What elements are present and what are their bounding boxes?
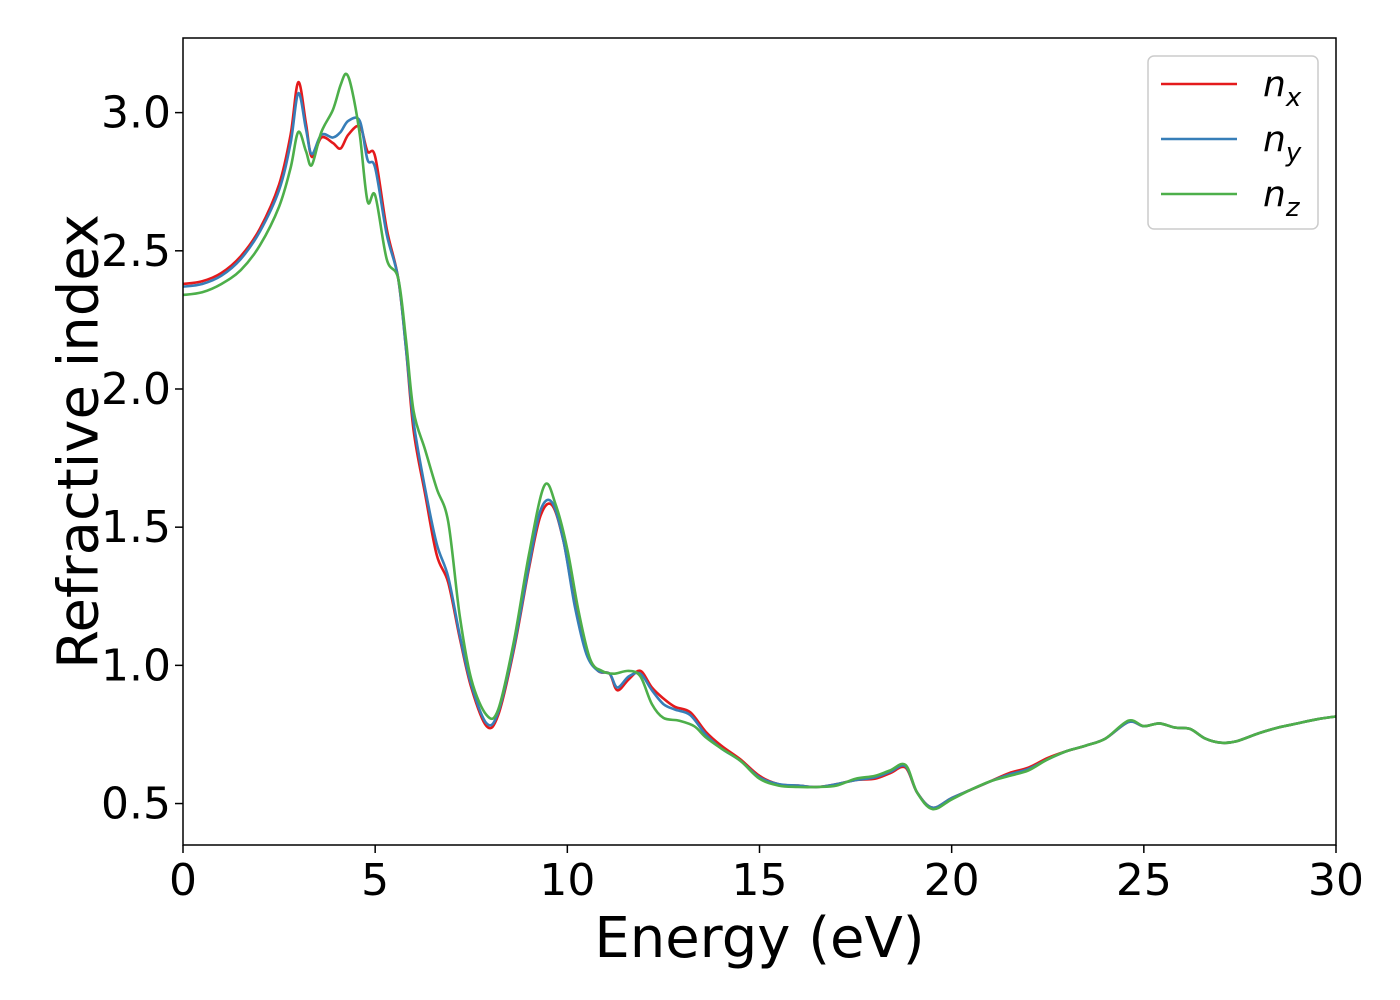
plot-lines xyxy=(182,72,1337,811)
legend-label-subscript: y xyxy=(1285,138,1302,168)
legend-label-x: nx xyxy=(1263,64,1302,113)
x-tick-label: 20 xyxy=(924,855,980,906)
y-axis-title: Refractive index xyxy=(47,214,112,669)
x-tick-label: 0 xyxy=(169,855,197,906)
legend-label-y: ny xyxy=(1263,119,1302,168)
legend-label-subscript: x xyxy=(1285,83,1302,113)
legend-box xyxy=(1147,55,1319,230)
x-tick-label: 25 xyxy=(1116,855,1172,906)
legend-label-main: n xyxy=(1263,64,1286,105)
x-tick-label: 15 xyxy=(732,855,788,906)
y-axis-ticks: 0.5 1.0 1.5 2.0 2.5 3.0 xyxy=(101,88,183,830)
y-tick-label: 2.0 xyxy=(101,364,171,415)
y-tick-label: 0.5 xyxy=(101,779,171,830)
legend-label-z: nz xyxy=(1263,174,1301,223)
x-tick-label: 30 xyxy=(1308,855,1364,906)
series-line-z xyxy=(182,72,1337,811)
x-axis-ticks: 0 5 10 15 20 25 30 xyxy=(169,845,1364,906)
x-tick-label: 10 xyxy=(539,855,595,906)
y-tick-label: 1.5 xyxy=(101,502,171,553)
y-tick-label: 1.0 xyxy=(101,640,171,691)
legend-label-subscript: z xyxy=(1285,193,1301,223)
x-tick-label: 5 xyxy=(361,855,389,906)
legend-label-main: n xyxy=(1263,119,1286,160)
x-axis-title: Energy (eV) xyxy=(594,906,924,971)
y-tick-label: 3.0 xyxy=(101,88,171,139)
legend-label-main: n xyxy=(1263,174,1286,215)
y-tick-label: 2.5 xyxy=(101,226,171,277)
